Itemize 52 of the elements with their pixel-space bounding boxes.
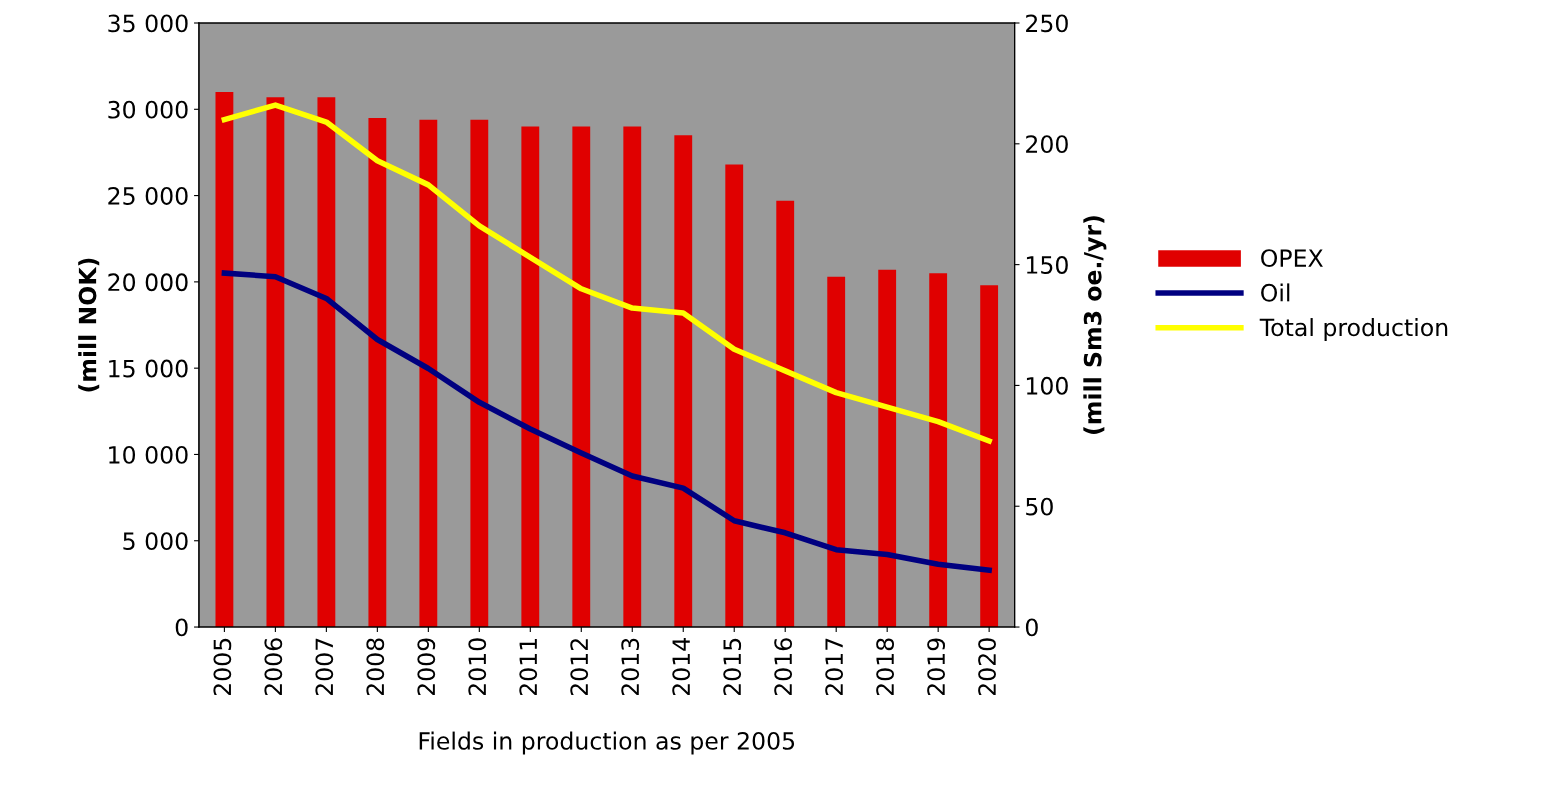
bar [266, 97, 285, 628]
y-tick-label: 25 000 [108, 187, 188, 205]
bar [572, 126, 591, 628]
x-tick-label: 2011 [519, 638, 538, 696]
y2-tick-label: 100 [1026, 376, 1068, 395]
y-tick-label: 5 000 [123, 532, 188, 551]
bar [725, 164, 744, 628]
bar [521, 126, 540, 628]
x-tick-label: 2012 [570, 639, 589, 696]
bar [368, 117, 387, 628]
x-tick-label: 2008 [366, 638, 385, 696]
bar [470, 119, 489, 628]
x-tick-label: 2018 [876, 638, 895, 696]
bar [878, 269, 897, 628]
x-tick-label: 2019 [927, 638, 946, 696]
bar [317, 97, 336, 628]
x-tick-label: 2020 [978, 638, 996, 696]
y2-tick-label: 150 [1026, 256, 1068, 274]
y-tick-label: 15 000 [109, 359, 188, 378]
y-tick-label: 10 000 [109, 445, 188, 464]
y2-tick-label: 200 [1026, 135, 1068, 154]
y-tick-label: 20 000 [108, 273, 188, 292]
bar [980, 285, 999, 628]
y-axis-title: (mill NOK) [78, 258, 100, 392]
x-axis-title: Fields in production as per 2005 [419, 731, 795, 755]
bar [623, 126, 642, 628]
bar [674, 135, 693, 628]
legend-label: Total production [1259, 318, 1448, 341]
x-tick-label: 2016 [774, 638, 793, 696]
bar [827, 276, 846, 628]
legend-label: OPEX [1261, 249, 1323, 268]
x-tick-label: 2007 [315, 638, 334, 696]
x-tick-label: 2013 [621, 638, 640, 696]
x-tick-label: 2009 [417, 638, 436, 696]
bar [215, 92, 234, 628]
x-tick-label: 2010 [468, 638, 487, 696]
bar [776, 200, 795, 628]
y-tick-label: 35 000 [108, 14, 188, 33]
x-tick-label: 2005 [213, 638, 232, 696]
y2-axis-title: (mill Sm3 oe./yr) [1083, 216, 1107, 434]
bar [929, 273, 948, 628]
y-tick-label: 30 000 [108, 100, 188, 119]
bar [419, 119, 438, 628]
x-tick-label: 2017 [825, 638, 844, 696]
y2-tick-label: 0 [1025, 618, 1038, 637]
x-tick-label: 2015 [723, 638, 742, 696]
y-tick-label: 0 [175, 618, 188, 637]
x-tick-label: 2006 [264, 638, 283, 696]
x-tick-label: 2014 [672, 638, 691, 696]
y2-tick-label: 250 [1026, 14, 1068, 33]
legend-label: Oil [1261, 283, 1290, 302]
y2-tick-label: 50 [1026, 497, 1053, 516]
